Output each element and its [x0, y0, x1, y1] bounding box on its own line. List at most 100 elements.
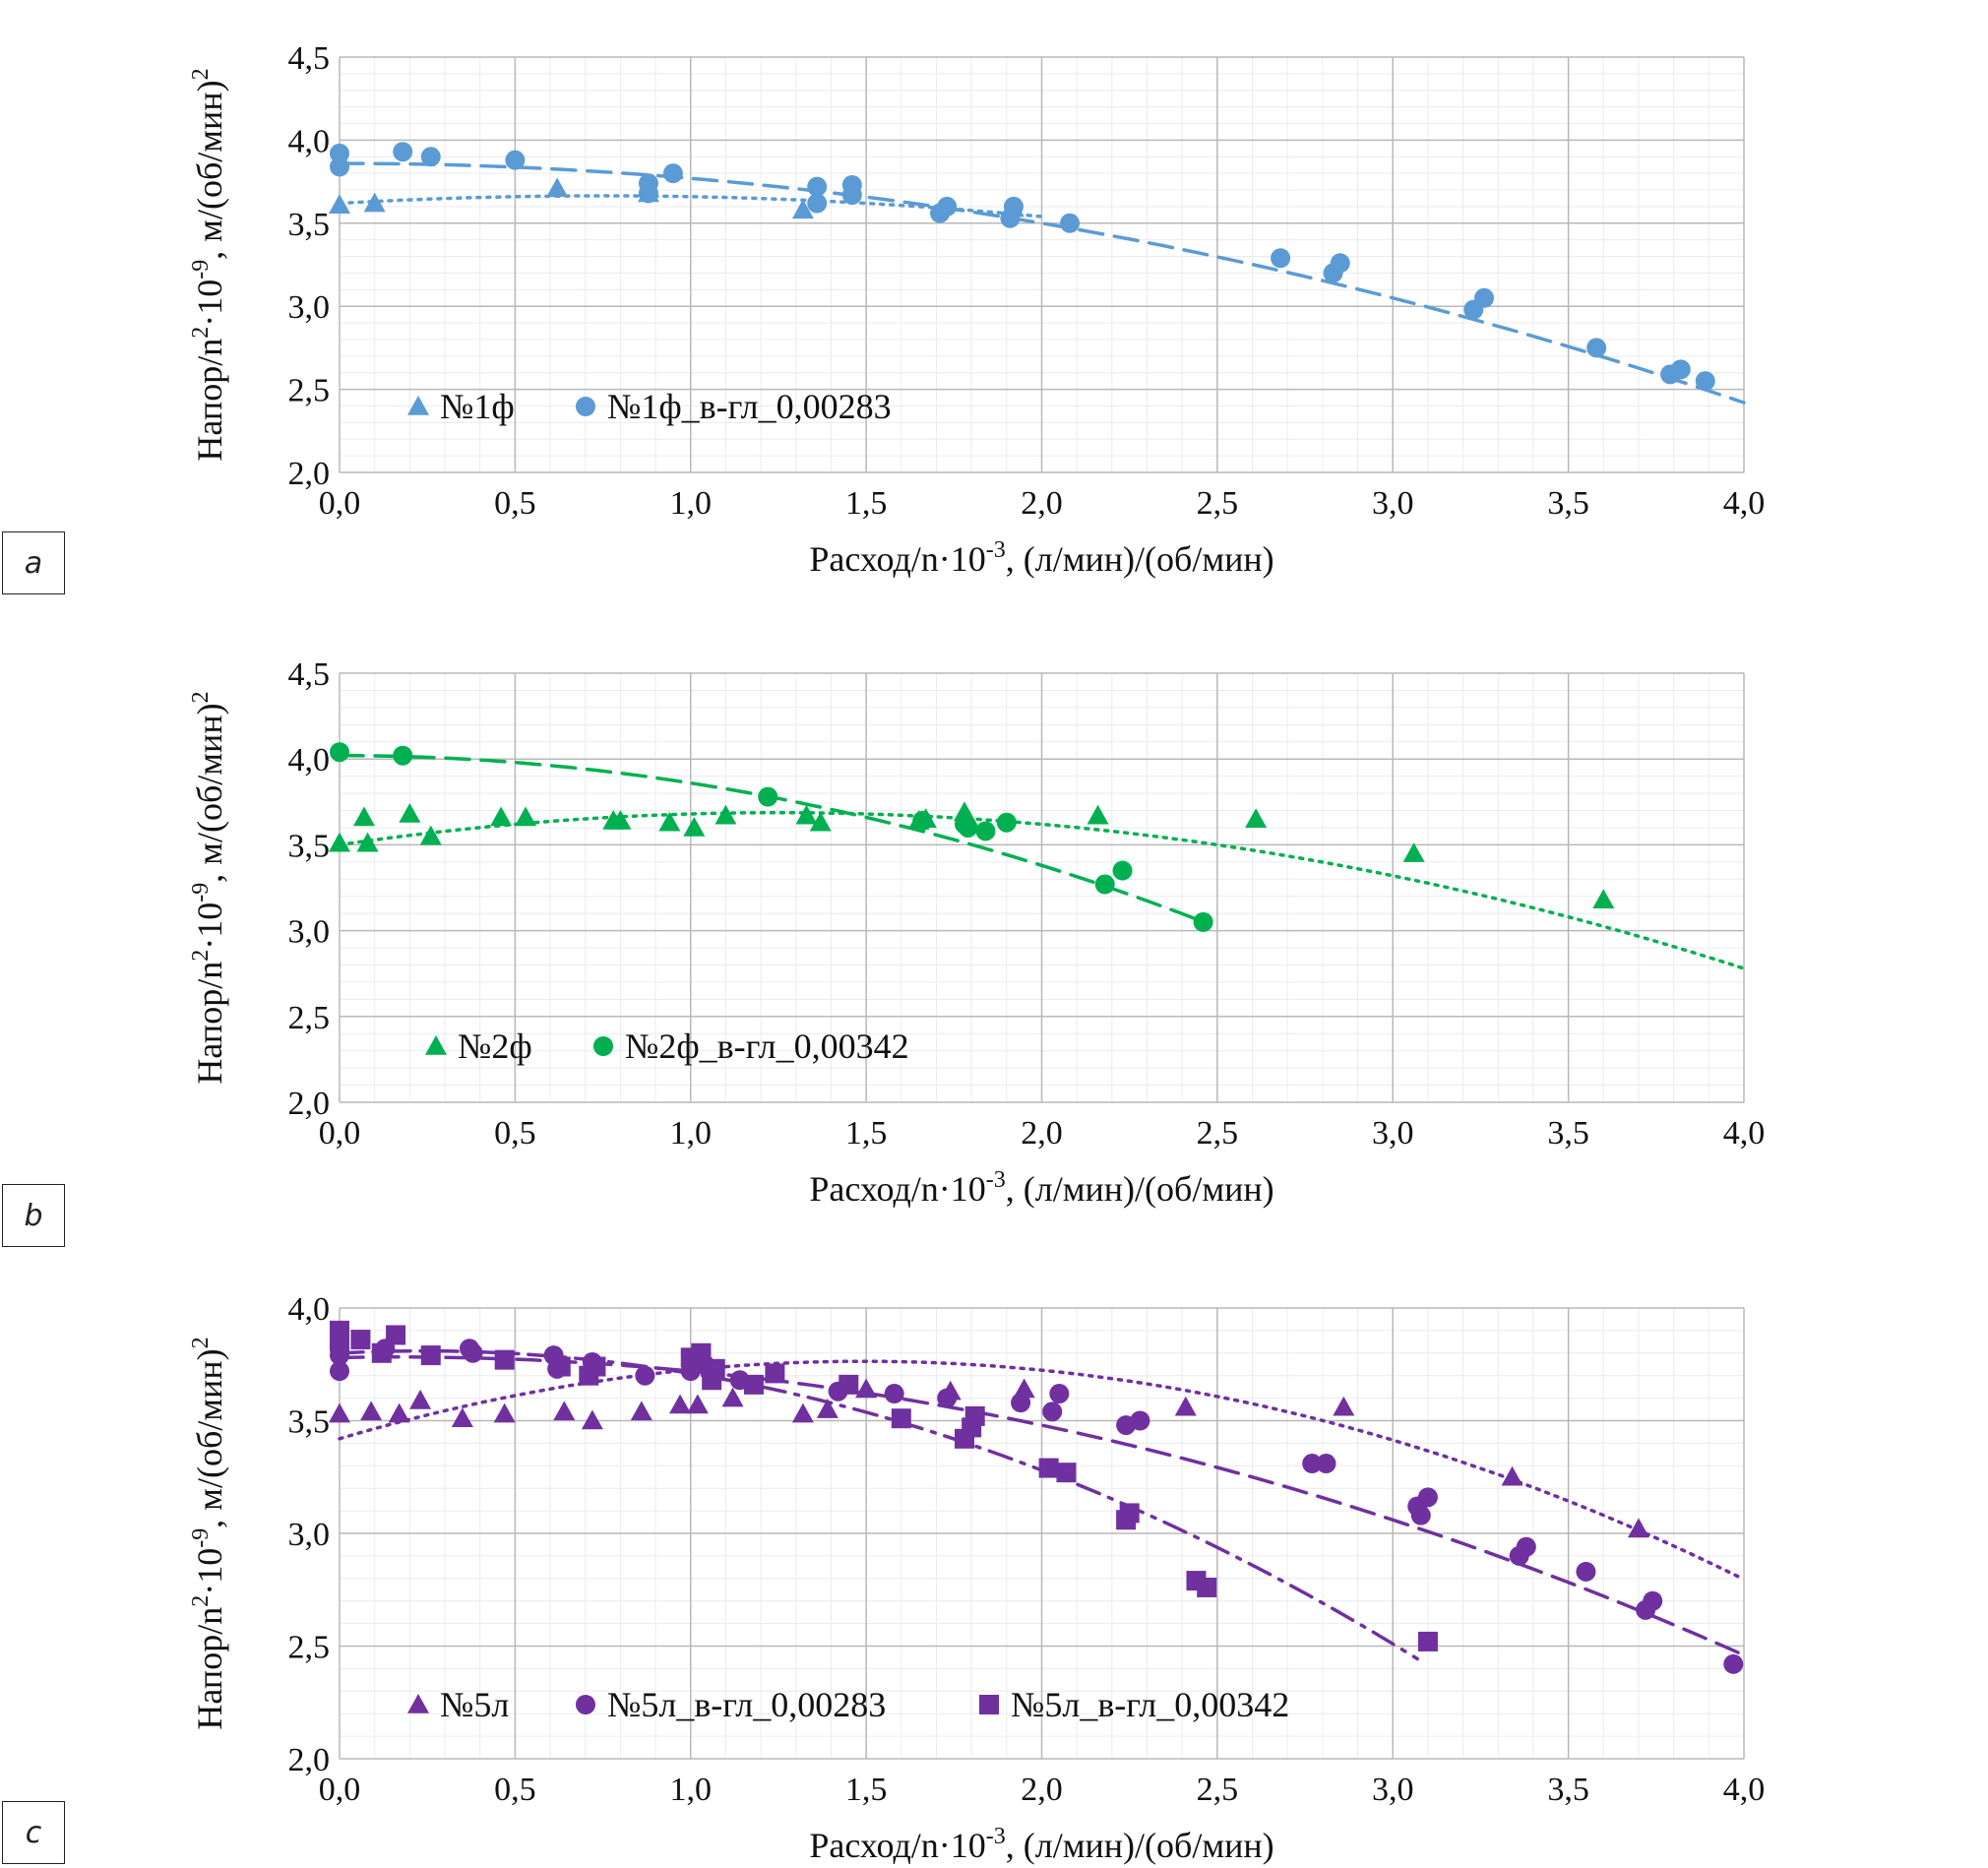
data-point [330, 1361, 349, 1382]
data-point [546, 177, 569, 198]
data-point [635, 1365, 655, 1386]
data-point [493, 1402, 516, 1423]
y-axis-label-part: -9 [188, 883, 214, 903]
data-point [1112, 860, 1133, 881]
data-point [1245, 808, 1268, 829]
x-tick-label: 2,0 [1021, 1115, 1063, 1152]
data-point [1417, 1487, 1438, 1508]
trendline [338, 1348, 1419, 1661]
data-point [1410, 1505, 1431, 1526]
legend-marker [593, 1036, 613, 1056]
y-axis-label-part: -9 [188, 260, 214, 280]
data-point [1474, 287, 1495, 308]
x-tick-label: 0,5 [494, 1772, 536, 1808]
y-tick-label: 2,5 [288, 1000, 331, 1036]
y-tick-label: 2,0 [288, 1086, 331, 1122]
x-tick-label: 1,0 [670, 1772, 713, 1808]
x-tick-label: 3,5 [1547, 1772, 1589, 1808]
data-point [809, 811, 832, 832]
x-tick-label: 0,5 [494, 1115, 536, 1152]
x-tick-label: 0,0 [319, 485, 361, 522]
x-axis-label: Расход/n·10-3, (л/мин)/(об/мин) [809, 537, 1274, 579]
data-point [1056, 1463, 1077, 1483]
legend-label: №5л [440, 1685, 509, 1724]
data-point [1586, 338, 1607, 358]
data-point [352, 806, 375, 827]
chart-a: 0,0 0,5 1,0 1,5 2,0 2,5 3,0 3,5 4,0 2,0 2,5 3,0 3,5 4… [188, 40, 1765, 579]
x-tick-label: 1,0 [670, 1115, 713, 1152]
y-axis-label-part: 2 [188, 1595, 214, 1607]
y-tick-label: 4,5 [288, 40, 331, 77]
data-point [1011, 1393, 1031, 1413]
data-point [958, 817, 978, 838]
x-tick-label: 2,5 [1197, 1115, 1239, 1152]
data-point [1723, 1653, 1744, 1674]
y-axis-label-part: -9 [188, 1528, 214, 1548]
x-tick-label: 2,0 [1021, 485, 1063, 522]
data-point [996, 812, 1017, 833]
y-axis-label-part: Напор/n [190, 962, 229, 1085]
legend-label: №1ф_в-гл_0,00283 [607, 387, 892, 426]
y-axis-label-part: 2 [188, 327, 214, 339]
y-axis-label: Напор/n2·10-9, м/(об/мин)2 [188, 1337, 229, 1729]
x-tick-label: 0,0 [319, 1115, 361, 1152]
data-point [388, 1402, 410, 1423]
data-point [356, 832, 379, 852]
legend-label: №2ф_в-гл_0,00342 [625, 1027, 909, 1066]
y-axis-label-part: ·10 [190, 1548, 229, 1595]
data-point [1193, 911, 1213, 932]
data-point [1094, 874, 1115, 895]
x-tick-label: 4,0 [1723, 485, 1766, 522]
y-tick-label: 2,0 [288, 1742, 331, 1778]
data-point [658, 811, 681, 832]
data-point [1402, 842, 1425, 862]
data-point [1174, 1396, 1197, 1416]
data-point [1576, 1561, 1596, 1582]
data-point [1042, 1401, 1063, 1422]
x-axis-label-sup: -3 [986, 537, 1006, 563]
x-tick-label: 4,0 [1723, 1115, 1766, 1152]
data-point [350, 1330, 371, 1350]
data-point [1670, 359, 1691, 380]
data-point [330, 742, 349, 763]
trendline [338, 194, 1044, 218]
x-axis-label-main: Расход/n·10 [809, 1826, 985, 1865]
data-point [791, 199, 814, 219]
x-axis-label-sup: -3 [986, 1824, 1006, 1849]
x-axis-label: Расход/n·10-3, (л/мин)/(об/мин) [809, 1167, 1274, 1209]
data-point [1038, 1458, 1059, 1478]
chart-b: 0,0 0,5 1,0 1,5 2,0 2,5 3,0 3,5 4,0 2,0 2,5 3,0 3,5 4… [188, 656, 1765, 1209]
x-tick-label: 1,5 [845, 1772, 888, 1808]
data-point [386, 1325, 406, 1345]
legend-marker [576, 397, 595, 416]
data-point [912, 810, 933, 831]
data-point [1130, 1410, 1150, 1431]
x-axis-label-sup: -3 [986, 1167, 1006, 1193]
data-point [702, 1370, 722, 1391]
data-point [954, 801, 976, 822]
data-point [393, 142, 413, 162]
legend-marker [979, 1695, 999, 1714]
data-point [1013, 1378, 1035, 1399]
series-points [329, 801, 1615, 909]
data-point [686, 1394, 709, 1414]
y-axis-label-part: , м/(об/мин) [190, 703, 229, 882]
data-point [490, 806, 513, 827]
x-tick-label: 0,0 [319, 1772, 361, 1808]
data-point [807, 193, 828, 214]
data-point [371, 1342, 392, 1363]
data-point [330, 156, 349, 177]
y-tick-label: 2,5 [288, 1630, 331, 1666]
y-tick-label: 4,5 [288, 656, 331, 693]
x-tick-label: 2,5 [1197, 1772, 1239, 1808]
y-axis-label: Напор/n2·10-9, м/(об/мин)2 [188, 68, 229, 461]
data-point [937, 1388, 958, 1408]
data-point [451, 1407, 473, 1428]
data-point [1003, 196, 1024, 217]
data-point [1087, 804, 1109, 825]
data-point [1049, 1384, 1070, 1404]
data-point [363, 192, 386, 213]
trendline [338, 810, 1746, 970]
data-point [964, 1405, 985, 1426]
legend-label: №1ф [440, 387, 515, 426]
